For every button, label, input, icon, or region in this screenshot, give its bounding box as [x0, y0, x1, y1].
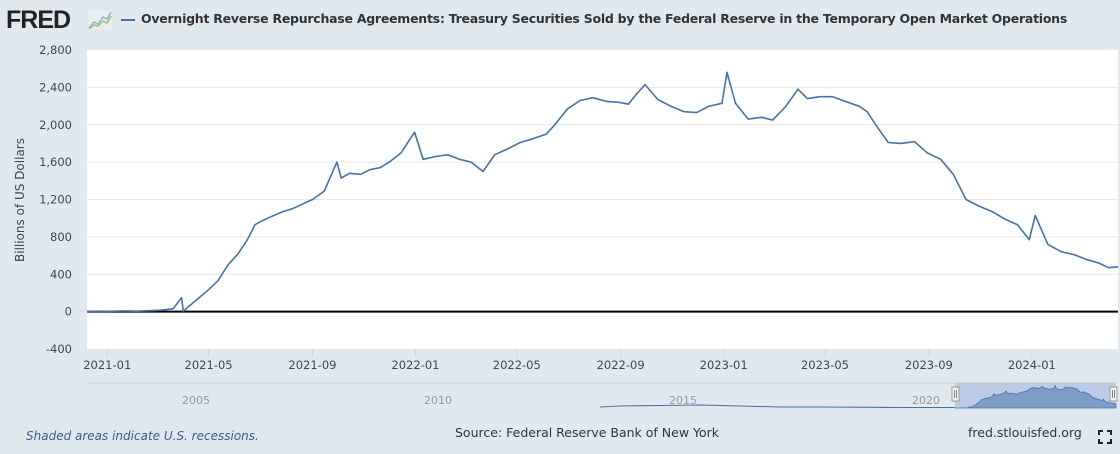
- navigator-handle-right[interactable]: [1109, 386, 1118, 402]
- y-tick-label: 400: [50, 267, 72, 281]
- chart-header: FRED Overnight Reverse Repurchase Agreem…: [0, 0, 1120, 40]
- x-tick-label: 2023-09: [905, 358, 953, 372]
- chart-title[interactable]: Overnight Reverse Repurchase Agreements:…: [141, 11, 1068, 26]
- y-tick-label: 2,400: [39, 80, 72, 94]
- y-tick-label: 800: [50, 230, 72, 244]
- y-tick-label: 2,000: [39, 118, 72, 132]
- x-tick-label: 2021-01: [83, 358, 131, 372]
- x-tick-label: 2022-01: [391, 358, 439, 372]
- x-tick-label: 2022-05: [493, 358, 541, 372]
- fullscreen-icon[interactable]: [1098, 430, 1112, 444]
- navigator-area: [955, 384, 1117, 409]
- recession-note: Shaded areas indicate U.S. recessions.: [26, 429, 259, 443]
- navigator-history-line: [599, 404, 955, 408]
- navigator-year-label: 2015: [669, 394, 697, 407]
- y-tick-label: 1,600: [39, 155, 72, 169]
- series-line[interactable]: [86, 71, 1119, 313]
- x-tick-label: 2021-05: [185, 358, 233, 372]
- navigator[interactable]: 2005 2010 2015 2020: [87, 382, 1118, 409]
- navigator-year-label: 2020: [912, 394, 940, 407]
- y-tick-label: 0: [65, 305, 72, 319]
- y-tick-label: -400: [46, 342, 72, 356]
- navigator-handle-left[interactable]: [951, 386, 960, 402]
- line-chart-icon: [88, 10, 112, 30]
- source-text: Source: Federal Reserve Bank of New York: [455, 425, 720, 440]
- navigator-year-label: 2010: [424, 394, 452, 407]
- y-axis-label: Billions of US Dollars: [13, 138, 27, 262]
- x-tick-label: 2024-01: [1008, 358, 1056, 372]
- chart[interactable]: Billions of US Dollars 2,800 2,400 2,000 1,…: [0, 0, 1120, 420]
- fred-logo[interactable]: FRED: [6, 6, 71, 34]
- x-tick-label: 2023-05: [801, 358, 849, 372]
- x-tick-label: 2021-09: [288, 358, 336, 372]
- y-tick-label: 2,800: [39, 43, 72, 57]
- x-tick-label: 2022-09: [597, 358, 645, 372]
- x-tick-label: 2023-01: [700, 358, 748, 372]
- legend-swatch: [121, 19, 135, 21]
- navigator-year-label: 2005: [182, 394, 210, 407]
- site-link[interactable]: fred.stlouisfed.org: [968, 425, 1082, 440]
- y-tick-label: 1,200: [39, 193, 72, 207]
